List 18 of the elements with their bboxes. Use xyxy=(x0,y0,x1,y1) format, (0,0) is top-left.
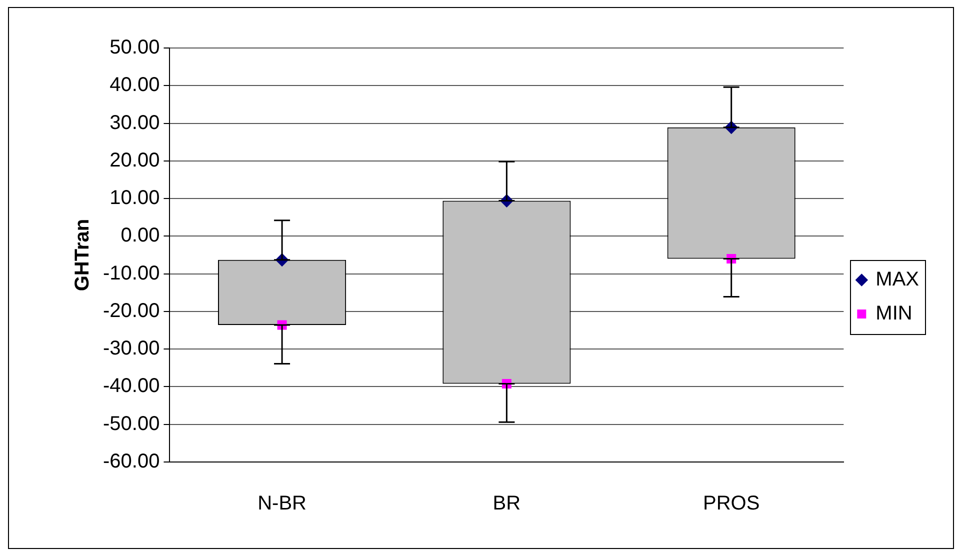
y-tick-label: -20.00 xyxy=(102,300,160,322)
y-tick-label: -30.00 xyxy=(102,338,160,360)
y-tick-label: 10.00 xyxy=(110,187,160,210)
y-tick-label: 20.00 xyxy=(110,149,160,172)
y-tick-label: 50.00 xyxy=(110,36,160,59)
x-tick-label: PROS xyxy=(702,492,760,515)
y-tick-label: 30.00 xyxy=(110,112,160,134)
y-tick-label: -60.00 xyxy=(102,450,160,473)
y-tick-label: 40.00 xyxy=(110,74,160,96)
legend-label: MIN xyxy=(876,302,912,325)
x-tick-label: N-BR xyxy=(258,492,306,515)
y-tick-label: -10.00 xyxy=(102,262,160,284)
x-tick-label: BR xyxy=(492,492,521,515)
legend-label: MAX xyxy=(876,268,920,291)
y-tick-label: 0.00 xyxy=(120,224,160,247)
y-tick-label: -40.00 xyxy=(102,375,160,398)
y-tick-label: -50.00 xyxy=(102,412,160,435)
y-axis-title: GHTran xyxy=(72,218,94,292)
